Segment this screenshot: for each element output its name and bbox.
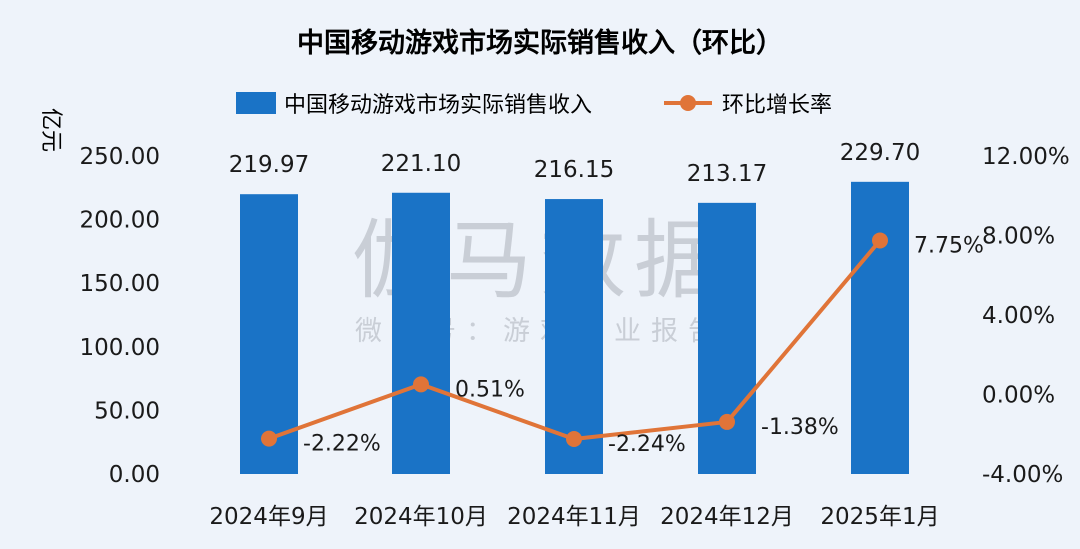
- x-axis-tick: 2025年1月: [820, 504, 939, 530]
- bar-value-label: 213.17: [687, 161, 767, 187]
- legend: 中国移动游戏市场实际销售收入 环比增长率: [236, 92, 832, 118]
- growth-rate-label: -2.22%: [303, 432, 381, 457]
- bar-value-label: 221.10: [381, 151, 461, 177]
- x-axis-tick: 2024年9月: [209, 504, 328, 530]
- y-axis-right-tick: 8.00%: [982, 224, 1055, 250]
- bar-value-label: 219.97: [229, 152, 309, 178]
- y-axis-right-tick: -4.00%: [982, 462, 1063, 488]
- growth-rate-marker: [261, 430, 277, 447]
- y-axis-left-ticks: 0.00 50.00 100.00 150.00 200.00 250.00: [80, 144, 160, 488]
- y-axis-left-tick: 50.00: [94, 398, 160, 424]
- y-axis-right-ticks: -4.00% 0.00% 4.00% 8.00% 12.00%: [982, 144, 1070, 488]
- bar-value-labels: 219.97 221.10 216.15 213.17 229.70: [229, 140, 920, 187]
- chart-title: 中国移动游戏市场实际销售收入（环比）: [297, 27, 783, 59]
- x-axis-ticks: 2024年9月 2024年10月 2024年11月 2024年12月 2025年1月: [209, 504, 939, 530]
- y-axis-right-tick: 12.00%: [982, 144, 1070, 170]
- growth-rate-marker: [566, 431, 582, 448]
- growth-rate-marker: [872, 232, 888, 249]
- y-axis-left-tick: 250.00: [80, 144, 160, 170]
- legend-line-marker: [680, 95, 696, 111]
- bar: [545, 199, 603, 475]
- y-axis-left-label: 亿元: [38, 108, 63, 152]
- growth-rate-label: -2.24%: [608, 432, 686, 457]
- y-axis-left-tick: 150.00: [80, 271, 160, 297]
- x-axis-tick: 2024年12月: [660, 504, 794, 530]
- growth-rate-label: -1.38%: [761, 415, 839, 440]
- growth-rate-marker: [719, 413, 735, 430]
- bar-value-label: 229.70: [840, 140, 920, 166]
- x-axis-tick: 2024年10月: [354, 504, 488, 530]
- growth-rate-label: 7.75%: [914, 233, 984, 258]
- y-axis-right-tick: 4.00%: [982, 303, 1055, 329]
- growth-rate-marker: [413, 376, 429, 393]
- bar: [851, 181, 909, 474]
- bar-series: [240, 181, 909, 475]
- legend-line-label: 环比增长率: [722, 93, 832, 118]
- legend-bar-label: 中国移动游戏市场实际销售收入: [284, 93, 592, 118]
- bar: [240, 194, 298, 474]
- bar: [392, 192, 450, 474]
- y-axis-right-tick: 0.00%: [982, 383, 1055, 409]
- y-axis-left-tick: 100.00: [80, 335, 160, 361]
- legend-bar-swatch: [236, 92, 276, 114]
- x-axis-tick: 2024年11月: [507, 504, 641, 530]
- y-axis-left-tick: 200.00: [80, 208, 160, 234]
- line-value-labels: -2.22% 0.51% -2.24% -1.38% 7.75%: [303, 233, 984, 457]
- y-axis-left-tick: 0.00: [109, 462, 160, 488]
- bar: [698, 202, 756, 474]
- bar-value-label: 216.15: [534, 157, 614, 183]
- line-series: [261, 232, 888, 448]
- growth-rate-label: 0.51%: [455, 377, 525, 402]
